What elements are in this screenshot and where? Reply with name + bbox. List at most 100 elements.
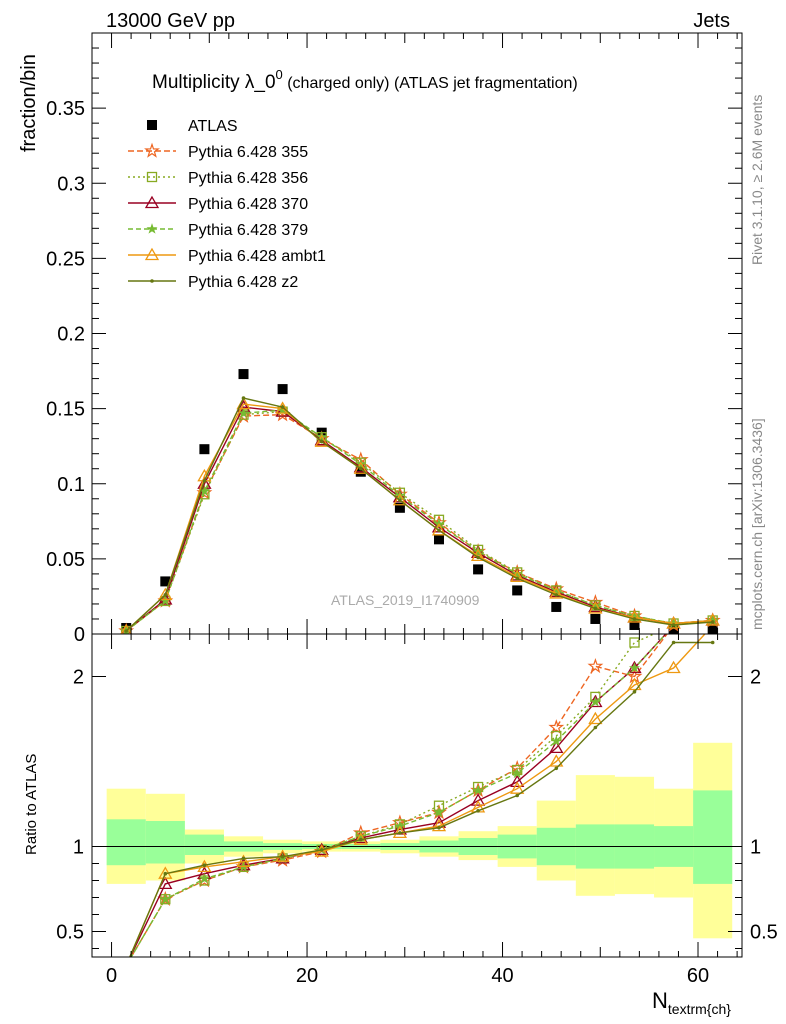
- ratio-point-5-15: [710, 640, 715, 645]
- band-inner-0: [106, 819, 146, 866]
- ratio-ytick-label-right-1: 1: [750, 837, 761, 859]
- axis-ticks: 00.050.10.150.20.250.30.350 20 40 600.5 0.51…: [46, 32, 778, 987]
- ratio-ytick-label-left-0: 0.5: [56, 922, 84, 944]
- ratio-series-line-5: [129, 641, 713, 957]
- main-title: Multiplicity λ_00 (charged only) (ATLAS …: [152, 67, 578, 93]
- ratio-point-4-3: [236, 854, 251, 867]
- legend-marker-4: [146, 223, 158, 234]
- legend-entry-2: Pythia 6.428 356: [128, 170, 308, 187]
- legend-entry-3: Pythia 6.428 370: [128, 195, 308, 213]
- ratio-point-2-1: [158, 876, 173, 890]
- legend-entry-5: Pythia 6.428 ambt1: [128, 247, 326, 265]
- ratio-point-5-5: [319, 848, 324, 852]
- ratio-point-4-14: [666, 660, 681, 674]
- ratio-point-5-8: [437, 826, 441, 830]
- ratio-point-1-13: [629, 637, 640, 648]
- band-inner-1: [145, 821, 185, 864]
- ratio-point-2-10: [510, 774, 525, 788]
- ratio-series-5: [124, 640, 715, 968]
- main-ytick-label-1: 0.05: [46, 549, 85, 571]
- ratio-point-4-13: [627, 677, 642, 691]
- main-point-6-3: [241, 396, 246, 400]
- legend-marker-5: [144, 247, 160, 261]
- main-series-layer: [118, 369, 721, 634]
- legend-label-4: Pythia 6.428 379: [188, 222, 308, 239]
- header-right: Jets: [693, 10, 730, 32]
- main-point-5-15: [705, 613, 720, 626]
- main-point-6-1: [163, 593, 168, 597]
- ratio-ytick-label-left-1: 1: [73, 837, 84, 859]
- main-point-6-8: [437, 528, 441, 533]
- main-point-3-1: [158, 592, 173, 605]
- main-point-0-3: [238, 369, 249, 380]
- main-point-5-8: [431, 523, 447, 536]
- main-point-4-10: [511, 568, 523, 579]
- x-axis-label-sub: textrm{ch}: [668, 1001, 731, 1017]
- main-point-0-7: [394, 502, 405, 513]
- main-point-6-14: [671, 623, 676, 627]
- ratio-series-layer: [120, 634, 715, 971]
- main-point-0-1: [160, 576, 171, 587]
- main-point-6-10: [515, 576, 519, 581]
- ratio-point-3-1: [159, 893, 171, 904]
- main-point-0-14: [668, 624, 679, 634]
- ratio-ytick-label-right-0: 0.5: [750, 922, 778, 944]
- ratio-point-5-2: [202, 863, 207, 867]
- main-point-4-11: [550, 584, 562, 596]
- main-point-0-10: [512, 585, 523, 596]
- main-series-line-6: [125, 397, 713, 632]
- legend-entry-4: Pythia 6.428 379: [128, 222, 308, 239]
- band-inner-15: [693, 790, 733, 884]
- ratio-point-2-0: [120, 960, 132, 971]
- ratio-point-2-9: [470, 793, 486, 806]
- ratio-point-2-3: [236, 857, 251, 871]
- x-axis-label: Ntextrm{ch}: [652, 988, 731, 1017]
- ratio-point-3-11: [550, 735, 562, 746]
- ratio-point-3-6: [355, 830, 367, 841]
- ratio-series-line-4: [129, 634, 706, 957]
- ratio-y-axis-label: Ratio to ATLAS: [23, 754, 40, 855]
- ratio-point-4-11: [549, 754, 564, 767]
- ratio-point-3-13: [628, 662, 641, 673]
- legend-label-0: ATLAS: [188, 118, 238, 135]
- ratio-point-3-0: [122, 962, 130, 969]
- main-series-6: [124, 396, 715, 633]
- main-point-6-13: [632, 617, 637, 621]
- main-point-5-1: [158, 587, 173, 601]
- main-point-4-3: [237, 407, 250, 418]
- ratio-point-4-8: [431, 818, 447, 832]
- main-point-6-15: [710, 620, 715, 624]
- legend-label-1: Pythia 6.428 355: [188, 144, 308, 161]
- analysis-watermark: ATLAS_2019_I1740909: [331, 592, 480, 608]
- main-point-0-8: [433, 534, 444, 545]
- ratio-frame: [91, 633, 743, 958]
- main-point-0-15: [707, 624, 718, 634]
- main-point-6-12: [593, 606, 598, 611]
- legend-entry-6: Pythia 6.428 z2: [128, 274, 298, 291]
- legend-entry-0: ATLAS: [147, 118, 238, 135]
- title-text: Multiplicity λ_0: [152, 72, 276, 93]
- ratio-point-3-8: [433, 806, 445, 818]
- main-series-line-4: [125, 409, 713, 632]
- ratio-point-3-2: [198, 872, 210, 884]
- ratio-point-3-12: [589, 696, 601, 707]
- legend-label-5: Pythia 6.428 ambt1: [188, 248, 326, 265]
- ratio-xtick-label-1: 20: [296, 965, 318, 987]
- ratio-point-5-7: [398, 831, 402, 835]
- main-point-5-6: [353, 461, 368, 474]
- legend-marker-2: [146, 171, 158, 183]
- main-point-0-12: [590, 613, 601, 624]
- ratio-point-1-0: [122, 961, 131, 970]
- ratio-point-5-1: [163, 871, 168, 876]
- legend-label-6: Pythia 6.428 z2: [188, 274, 298, 291]
- legend-marker-1: [144, 142, 160, 158]
- ratio-point-3-10: [511, 767, 523, 779]
- main-point-0-11: [551, 601, 562, 612]
- ratio-xtick-label-3: 60: [687, 965, 709, 987]
- main-ytick-label-4: 0.2: [57, 324, 85, 346]
- main-ytick-label-7: 0.35: [46, 98, 85, 120]
- legend-entry-1: Pythia 6.428 355: [128, 142, 308, 161]
- ratio-point-5-0: [124, 964, 128, 968]
- ratio-point-0-0: [120, 959, 132, 971]
